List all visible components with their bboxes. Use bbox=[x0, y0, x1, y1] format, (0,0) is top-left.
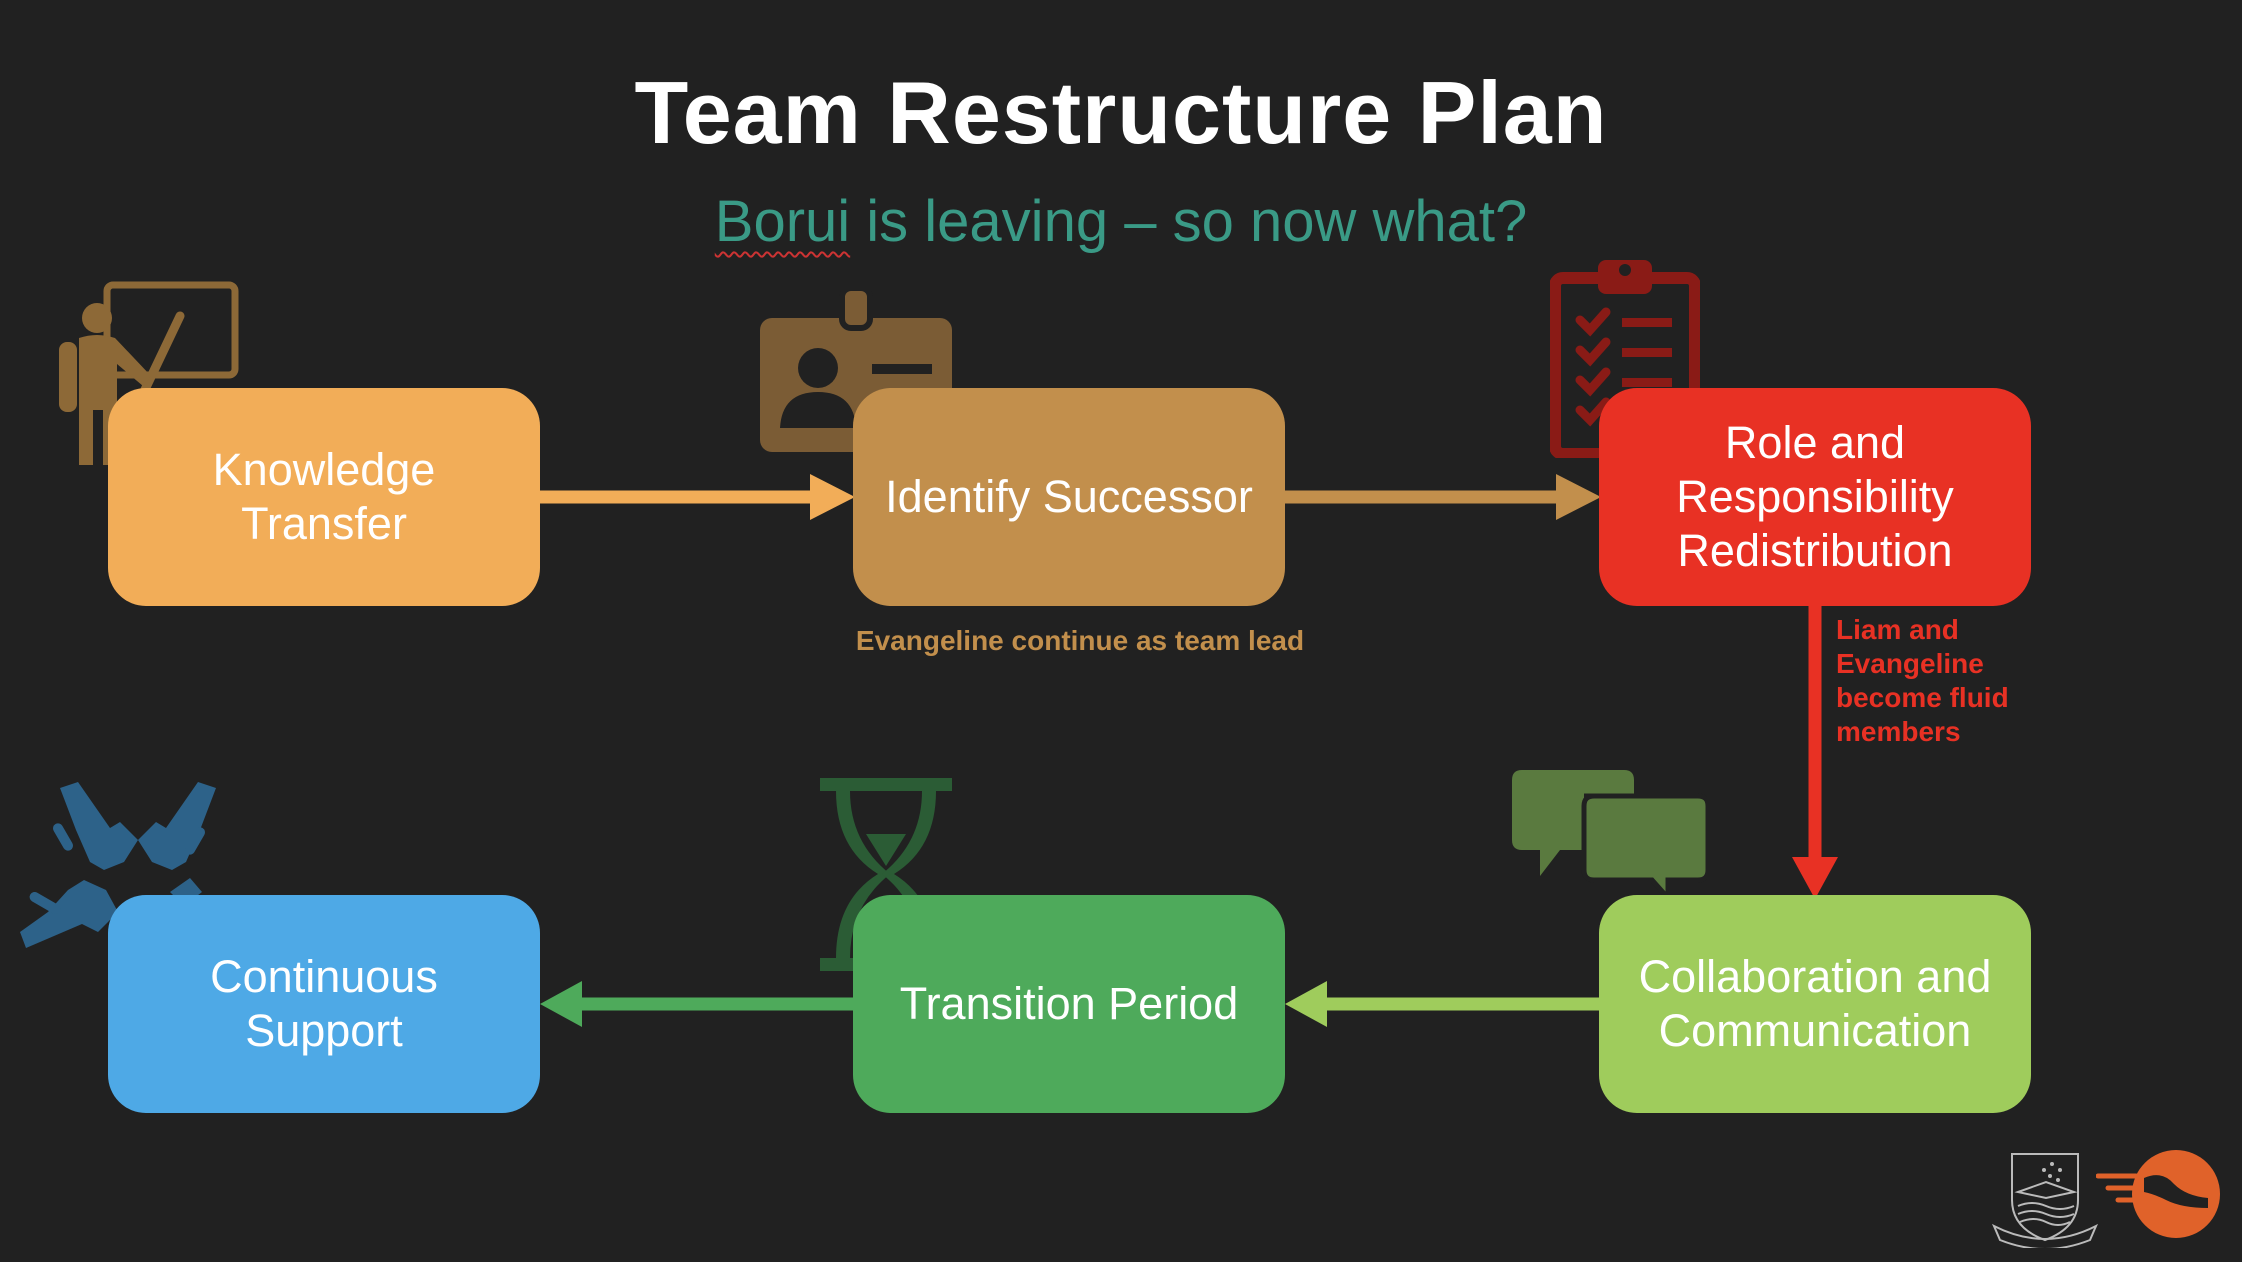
step-collaboration-communication: Collaboration and Communication bbox=[1599, 895, 2031, 1113]
step-transition-period: Transition Period bbox=[853, 895, 1285, 1113]
note-successor: Evangeline continue as team lead bbox=[855, 625, 1305, 656]
arrow-transition-to-support bbox=[540, 981, 855, 1027]
orange-brand-logo bbox=[2096, 1150, 2220, 1238]
page-title: Team Restructure Plan bbox=[634, 63, 1608, 162]
subtitle-rest: is leaving – so now what? bbox=[850, 189, 1528, 254]
step-knowledge-transfer: Knowledge Transfer bbox=[108, 388, 540, 606]
arrow-collaboration-to-transition bbox=[1285, 981, 1601, 1027]
step-label: Knowledge Transfer bbox=[212, 444, 436, 549]
page-subtitle: Borui is leaving – so now what? bbox=[0, 188, 2242, 255]
step-continuous-support: Continuous Support bbox=[108, 895, 540, 1113]
chat-bubbles-icon bbox=[1512, 770, 1708, 900]
teacher-icon bbox=[59, 281, 239, 465]
step-label: Collaboration and Communication bbox=[1638, 951, 1992, 1056]
arrow-successor-to-redistribution bbox=[1285, 474, 1601, 520]
step-role-redistribution: Role and Responsibility Redistribution bbox=[1599, 388, 2031, 606]
arrow-redistribution-to-collaboration bbox=[1792, 605, 1838, 899]
step-label: Continuous Support bbox=[210, 951, 438, 1056]
arrow-knowledge-to-successor bbox=[540, 474, 855, 520]
step-label: Transition Period bbox=[899, 978, 1239, 1029]
subtitle-name: Borui bbox=[714, 189, 851, 254]
note-redistribution: Liam and Evangeline become fluid members bbox=[1836, 614, 2009, 747]
step-label: Identify Successor bbox=[885, 471, 1253, 522]
step-identify-successor: Identify Successor bbox=[853, 388, 1285, 606]
step-label: Role and Responsibility Redistribution bbox=[1676, 417, 1954, 576]
university-crest-logo bbox=[1991, 1153, 2099, 1248]
